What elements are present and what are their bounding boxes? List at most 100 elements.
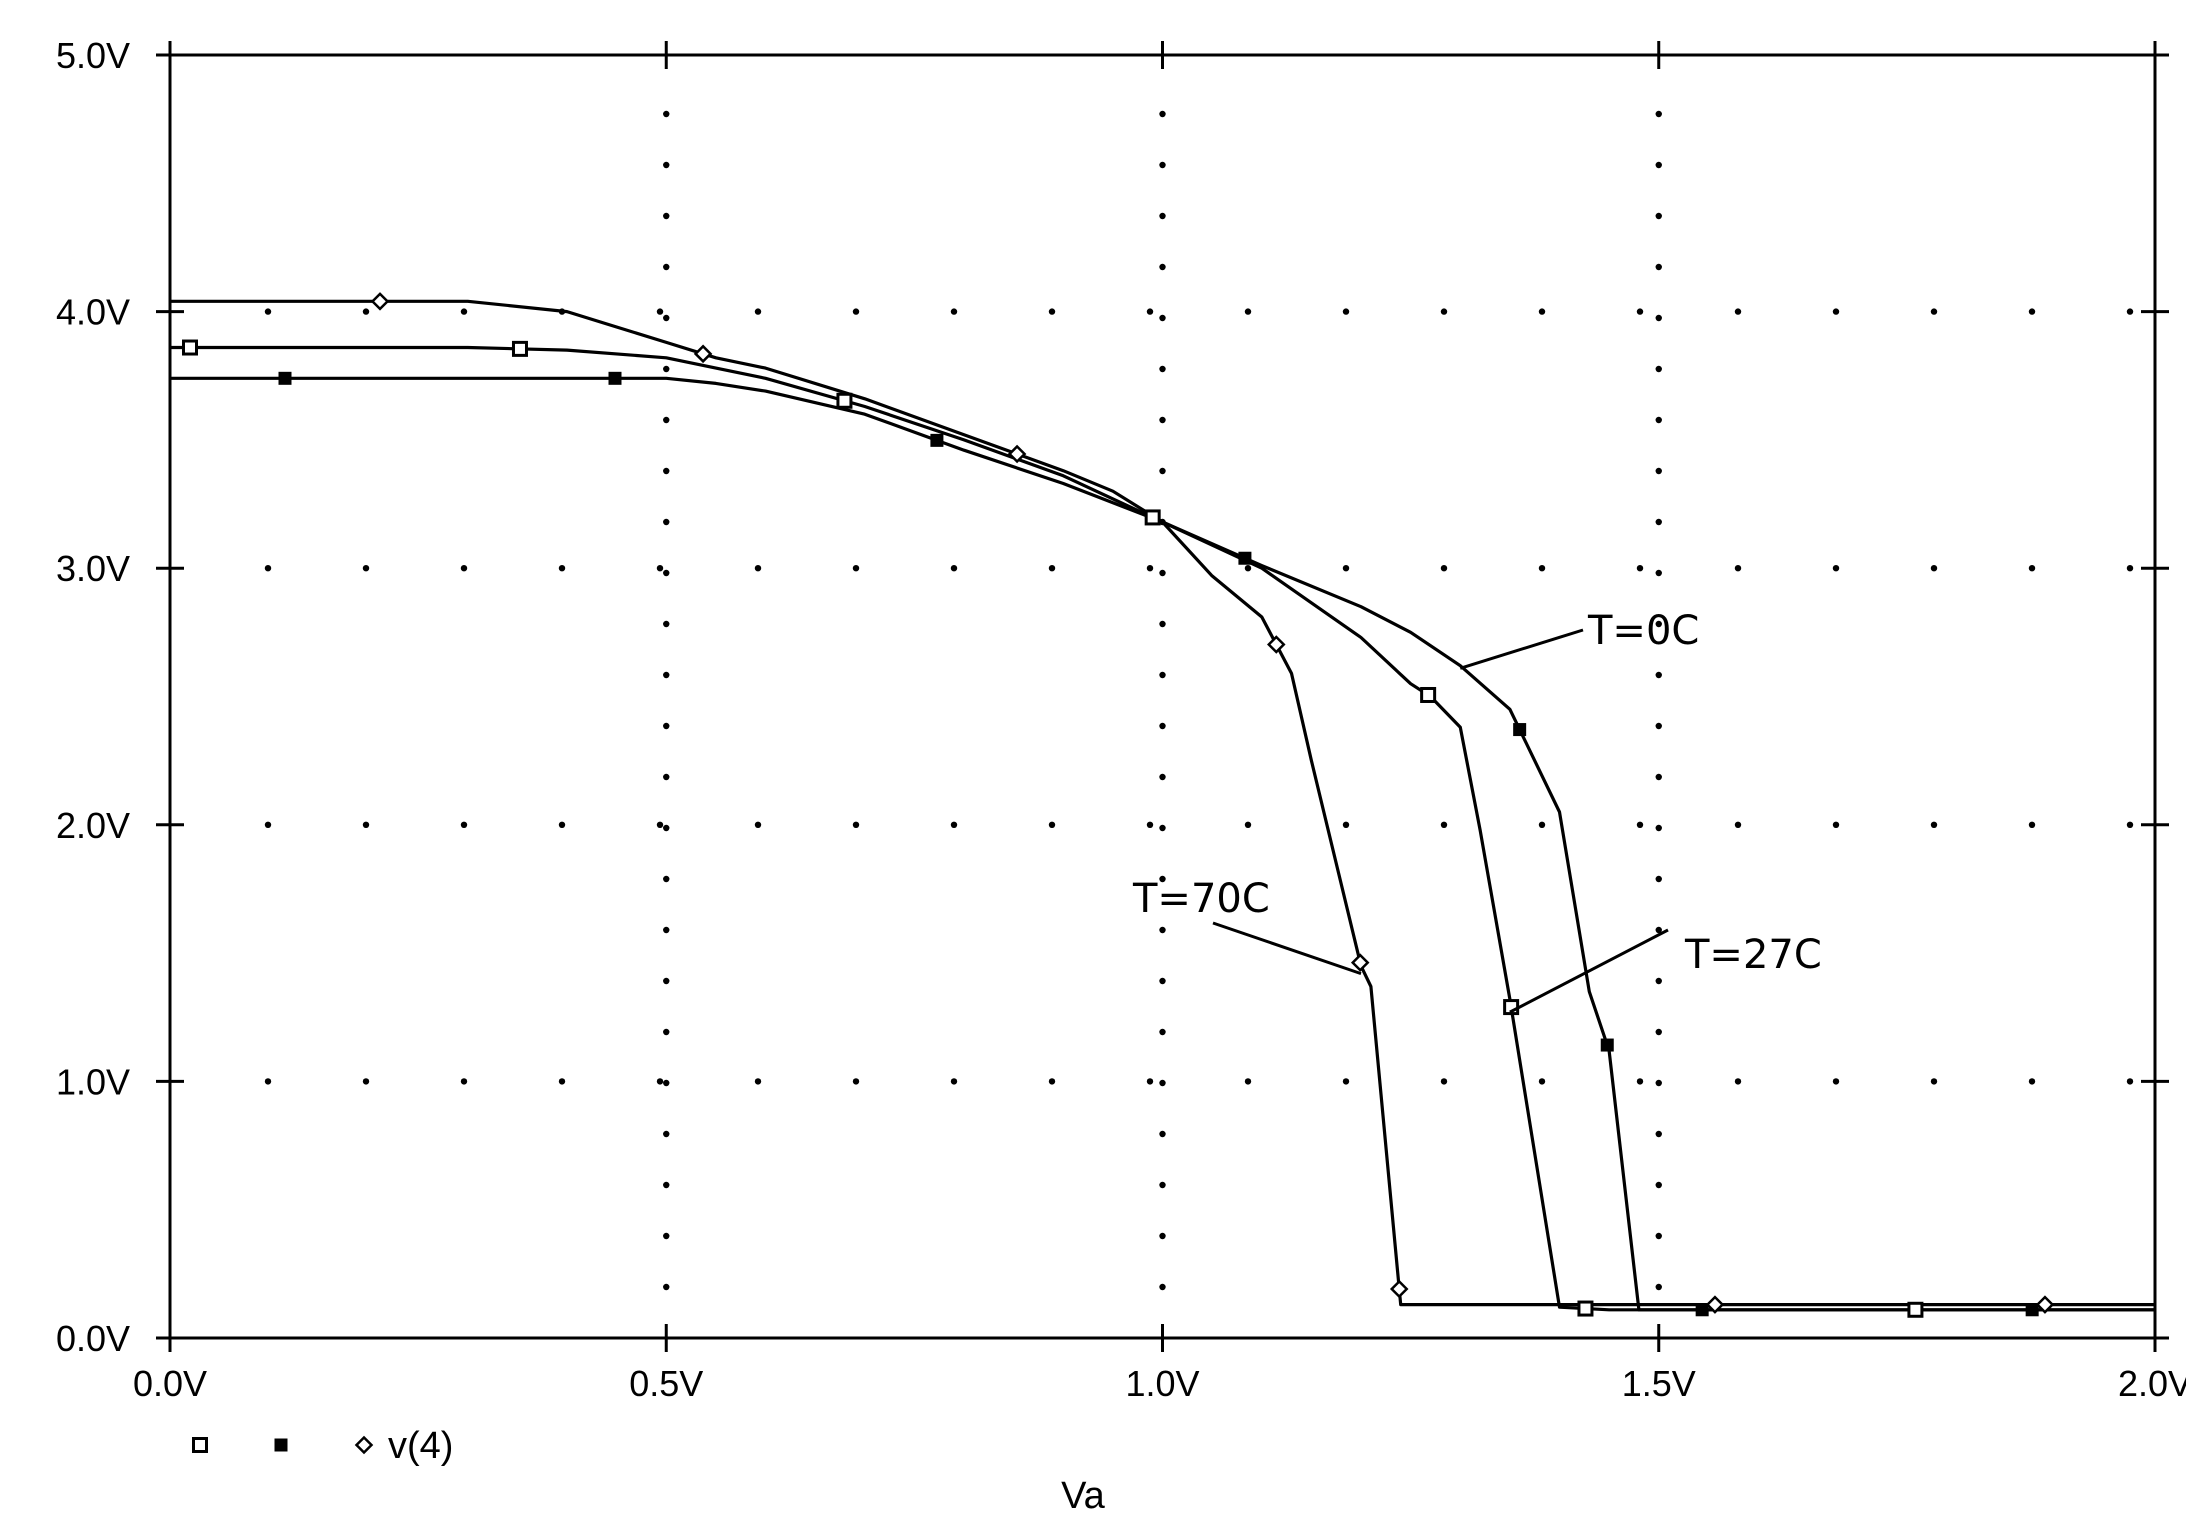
grid-dot: [1832, 565, 1840, 572]
grid-dot: [663, 314, 670, 322]
data-marker: [1907, 1301, 1924, 1318]
data-marker: [1513, 723, 1527, 737]
grid-dot: [1146, 565, 1154, 572]
x-tick-label: 0.0V: [133, 1363, 207, 1404]
grid-dot: [663, 569, 670, 577]
grid-dot: [1159, 875, 1166, 883]
grid-dot: [2028, 308, 2036, 315]
grid-dot: [754, 565, 762, 572]
grid-dot: [1832, 308, 1840, 315]
grid-dot: [852, 308, 860, 315]
grid-dot: [663, 875, 670, 883]
grid-dot: [1734, 821, 1742, 828]
grid-dot: [362, 308, 370, 315]
grid-dot: [663, 620, 670, 628]
grid-dot: [1655, 1283, 1662, 1291]
grid-dot: [1655, 314, 1662, 322]
grid-dot: [663, 212, 670, 220]
grid-dot: [362, 1078, 370, 1085]
series: [170, 292, 2155, 1318]
grid-dot: [1734, 308, 1742, 315]
data-marker: [182, 339, 198, 356]
grid-dot: [663, 1283, 670, 1291]
legend-marker: [192, 1437, 208, 1453]
data-marker: [836, 392, 853, 409]
grid-dot: [1146, 821, 1154, 828]
data-marker: [278, 371, 292, 385]
data-marker: [930, 433, 944, 447]
grid-dot: [1159, 569, 1166, 577]
grid-dot: [1146, 308, 1154, 315]
x-tick-label: 2.0V: [2118, 1363, 2186, 1404]
data-marker: [1007, 444, 1027, 464]
data-marker: [1267, 635, 1286, 654]
grid-dot: [663, 1079, 670, 1087]
grid-dot: [1440, 821, 1448, 828]
x-tick-label: 0.5V: [629, 1363, 703, 1404]
grid-dot: [663, 1130, 670, 1138]
grid-dot: [1159, 1181, 1166, 1189]
data-marker: [1389, 1279, 1409, 1299]
grid-dot: [663, 824, 670, 832]
grid-dot: [2028, 1078, 2036, 1085]
grid-dot: [1342, 821, 1350, 828]
grid-dot: [1048, 1078, 1056, 1085]
grid-dot: [1655, 977, 1662, 985]
annotations: T=0C T=27C T=70C: [1132, 608, 1822, 1014]
data-marker: [1238, 551, 1252, 565]
grid-dot: [1930, 565, 1938, 572]
grid-dot: [1636, 565, 1644, 572]
x-tick-label: 1.0V: [1125, 1363, 1199, 1404]
grid-dot: [1655, 467, 1662, 475]
annotation-label: T=27C: [1684, 932, 1822, 978]
data-marker: [1695, 1303, 1709, 1317]
series-line-filled-square: [170, 376, 2155, 1312]
grid-dot: [1244, 821, 1252, 828]
legend: v(4): [192, 1425, 453, 1467]
grid-dot: [1636, 308, 1644, 315]
grid-dot: [1655, 671, 1662, 679]
grid-dot: [1159, 620, 1166, 628]
grid-dot: [1636, 821, 1644, 828]
grid-dot: [1244, 1078, 1252, 1085]
grid-dot: [558, 821, 566, 828]
annotation-leader: [1212, 921, 1362, 976]
grid-dot: [1655, 1181, 1662, 1189]
grid-dot: [2126, 821, 2134, 828]
grid-dot: [754, 821, 762, 828]
grid-dot: [1159, 1130, 1166, 1138]
grid-dot: [1159, 1079, 1166, 1087]
grid-dot: [460, 565, 468, 572]
grid-dot: [1538, 308, 1546, 315]
grid-dot: [1655, 416, 1662, 424]
data-marker: [1600, 1038, 1614, 1052]
grid-dot: [663, 161, 670, 169]
grid-dot: [1159, 314, 1166, 322]
grid-dot: [264, 565, 272, 572]
grid-dot: [1342, 565, 1350, 572]
grid-dot: [1655, 263, 1662, 271]
grid-dot: [754, 308, 762, 315]
grid-dot: [656, 565, 664, 572]
data-marker: [1144, 509, 1161, 526]
data-marker: [1350, 953, 1370, 972]
annotation-leader: [1509, 928, 1669, 1014]
grid-dot: [1655, 1232, 1662, 1240]
grid-dot: [950, 565, 958, 572]
grid-dot: [663, 110, 670, 118]
grid-dot: [2028, 565, 2036, 572]
series-line-diamond: [170, 299, 2155, 1307]
grid-dot: [2028, 821, 2036, 828]
data-marker: [1420, 686, 1437, 703]
grid-dot: [2126, 308, 2134, 315]
grid-dot: [663, 1181, 670, 1189]
grid-dot: [460, 308, 468, 315]
grid-dot: [950, 1078, 958, 1085]
y-tick-label: 0.0V: [56, 1318, 130, 1359]
grid-dot: [1655, 824, 1662, 832]
annotation-leader: [1459, 628, 1584, 670]
grid-dot: [1538, 821, 1546, 828]
legend-marker: [274, 1438, 288, 1452]
